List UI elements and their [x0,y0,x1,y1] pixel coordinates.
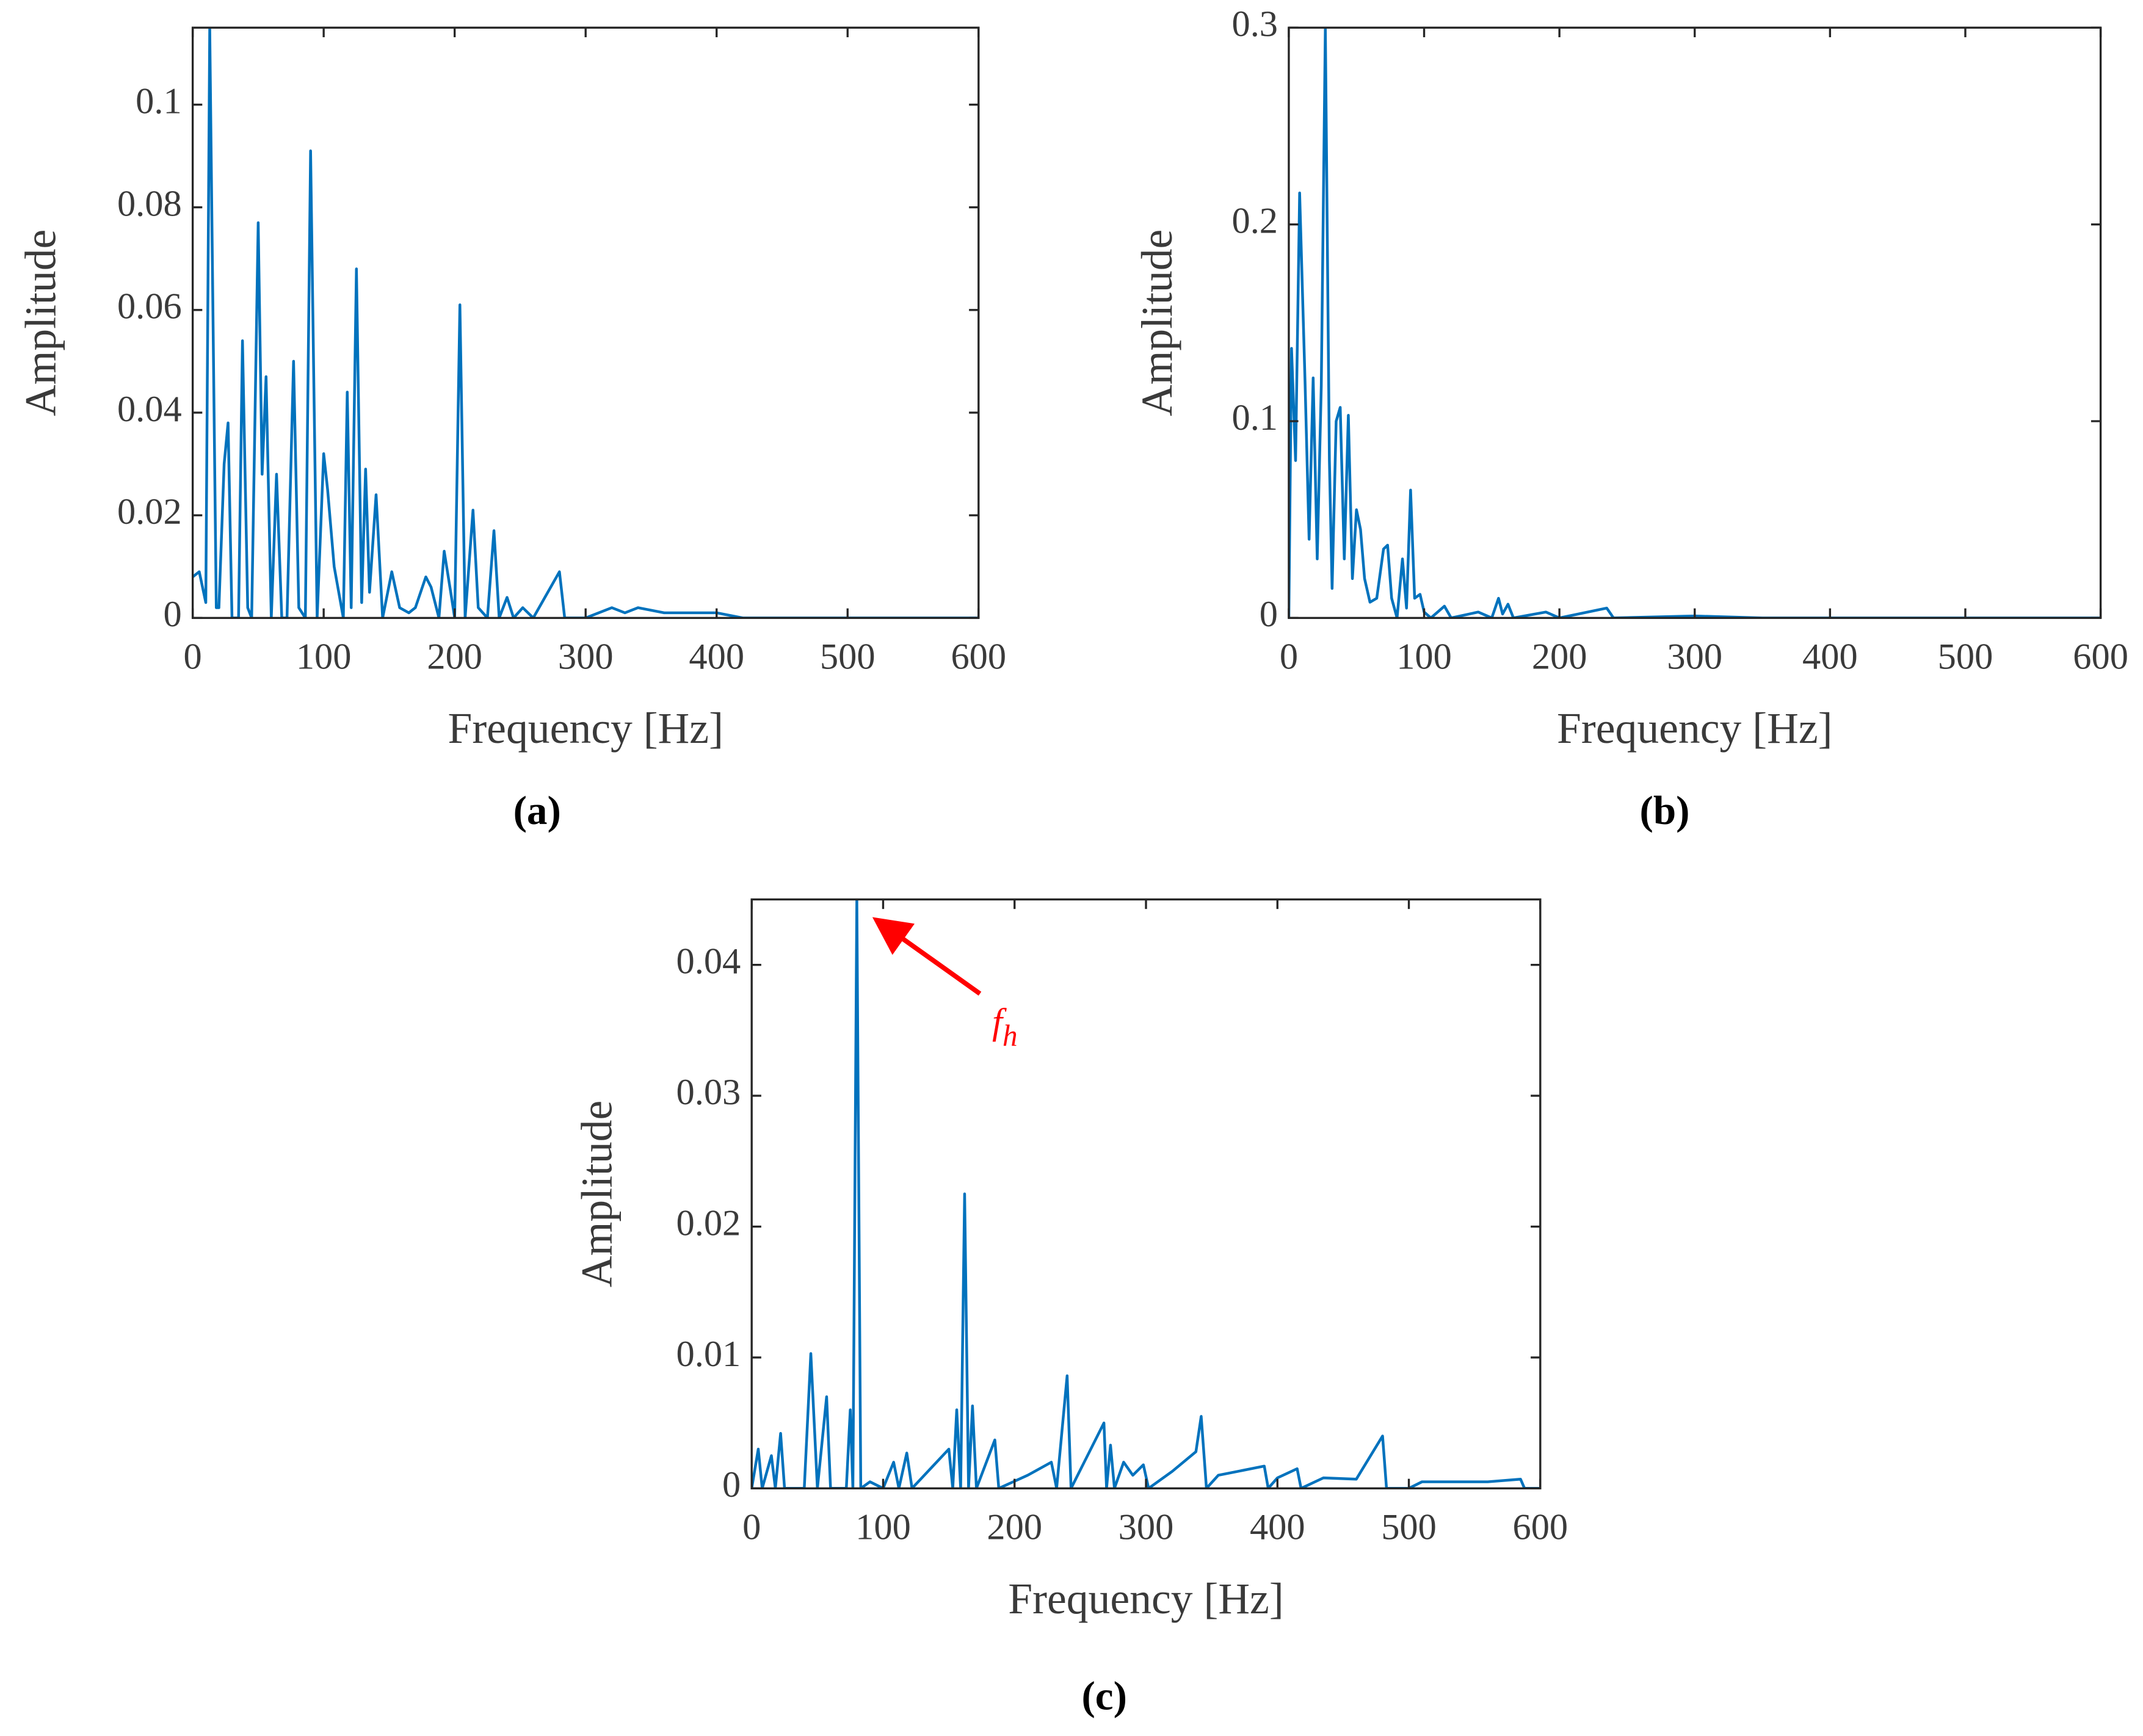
x-tick-label: 200 [427,637,482,678]
y-tick-label: 0 [164,594,182,635]
x-tick-label: 300 [1667,637,1722,678]
y-axis-label: Amplitude [16,230,65,416]
y-tick-label: 0.01 [676,1334,741,1375]
y-axis-label: Amplitude [1133,230,1181,416]
x-tick-label: 100 [296,637,352,678]
spectrum-line [1288,27,2101,618]
y-tick-label: 0.1 [136,81,182,121]
x-tick-label: 100 [855,1507,911,1548]
panel-label: (a) [513,787,561,833]
annotation-subscript: h [1003,1019,1018,1052]
annotation-arrow [872,917,982,996]
x-tick-label: 600 [2073,637,2128,678]
y-tick-label: 0.08 [117,184,182,225]
chart-panel: 0 100 200 300 400 500 600 0 0.01 0.02 0.03 0.04 Ampl… [573,898,1568,1719]
x-tick-label: 400 [689,637,744,678]
x-tick-label: 0 [1280,637,1298,678]
x-tick-label: 200 [1532,637,1587,678]
y-tick-label: 0.02 [676,1203,741,1243]
x-axis-label: Frequency [Hz] [1557,704,1832,753]
spectrum-line [752,899,1540,1489]
y-tick-label: 0.04 [676,941,741,982]
x-axis-label: Frequency [Hz] [448,704,723,753]
chart-panel: 0 100 200 300 400 500 600 0 0.02 0.04 0.06 0.08 0.1 A… [16,26,1006,833]
x-tick-label: 600 [951,637,1006,678]
x-tick-label: 300 [558,637,614,678]
x-axis-label: Frequency [Hz] [1008,1575,1283,1623]
x-tick-label: 100 [1396,637,1452,678]
chart-panel: 0 100 200 300 400 500 600 0 0.1 0.2 0.3 Amplitude Fr… [1133,4,2128,833]
y-tick-label: 0 [1260,594,1278,635]
x-tick-label: 0 [742,1507,761,1548]
y-axis-label: Amplitude [573,1101,621,1287]
y-tick-label: 0.3 [1231,4,1278,45]
annotation: fh [992,1001,1017,1052]
x-tick-label: 200 [987,1507,1042,1548]
x-tick-label: 0 [184,637,202,678]
x-tick-label: 400 [1802,637,1858,678]
spectrum-line [192,27,979,618]
y-tick-label: 0.2 [1231,201,1278,242]
panel-label: (c) [1081,1673,1127,1719]
x-tick-label: 400 [1250,1507,1305,1548]
x-tick-label: 300 [1119,1507,1174,1548]
x-tick-label: 500 [1938,637,1993,678]
y-tick-label: 0 [722,1464,741,1505]
x-tick-label: 600 [1512,1507,1568,1548]
y-tick-label: 0.06 [117,286,182,327]
y-tick-label: 0.04 [117,389,182,430]
y-tick-label: 0.03 [676,1072,741,1113]
y-tick-label: 0.02 [117,491,182,532]
x-tick-label: 500 [1381,1507,1437,1548]
panel-label: (b) [1639,787,1689,833]
x-tick-label: 500 [820,637,876,678]
y-tick-label: 0.1 [1231,397,1278,438]
